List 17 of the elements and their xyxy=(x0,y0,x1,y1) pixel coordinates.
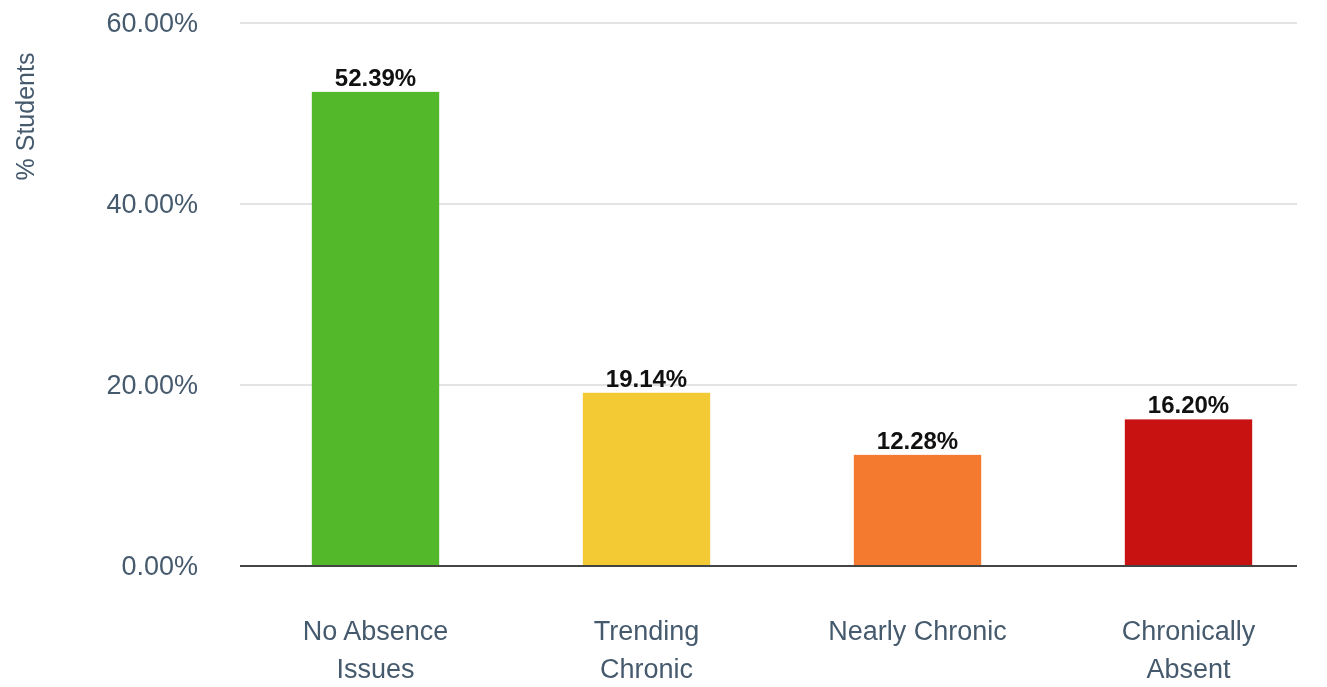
bar xyxy=(1124,419,1253,566)
y-tick-label: 40.00% xyxy=(106,189,198,220)
data-label: 16.20% xyxy=(1147,391,1230,419)
data-label: 12.28% xyxy=(876,426,959,454)
x-tick-label: No Absence Issues xyxy=(302,616,449,684)
x-tick-label: Chronically Absent xyxy=(1121,616,1256,684)
y-tick-label: 0.00% xyxy=(121,551,198,582)
x-tick-label: Trending Chronic xyxy=(593,616,700,684)
bar xyxy=(311,91,440,566)
y-tick-label: 20.00% xyxy=(106,370,198,401)
y-tick-label: 60.00% xyxy=(106,8,198,39)
bar xyxy=(853,454,982,566)
bar xyxy=(582,392,711,566)
x-tick-label: Nearly Chronic xyxy=(828,616,1007,646)
y-axis-title: % Students xyxy=(11,52,39,181)
data-label: 19.14% xyxy=(605,364,688,392)
data-label: 52.39% xyxy=(334,63,417,91)
